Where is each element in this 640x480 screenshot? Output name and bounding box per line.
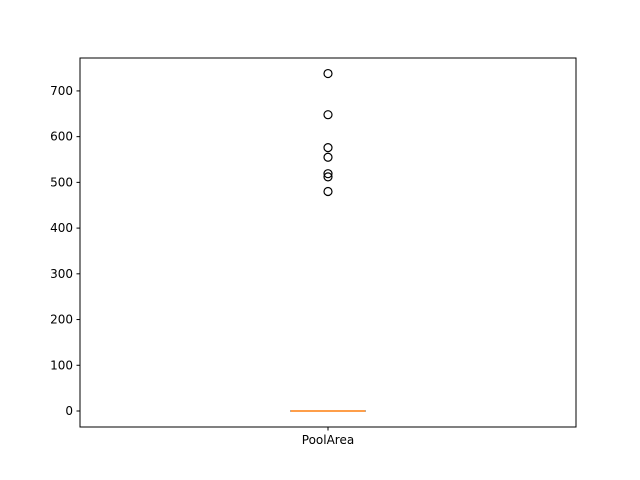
- y-tick-label: 700: [50, 84, 73, 98]
- outlier-point: [323, 110, 333, 120]
- outlier-point: [323, 143, 333, 153]
- y-tick-label: 600: [50, 130, 73, 144]
- outlier-point: [323, 172, 333, 182]
- outliers: [323, 68, 333, 197]
- y-tick-label: 400: [50, 221, 73, 235]
- y-tick-label: 100: [50, 358, 73, 372]
- y-axis: 0 100 200 300 400 500 600 700: [50, 84, 80, 418]
- y-tick-label: 300: [50, 267, 73, 281]
- outlier-point: [323, 169, 333, 179]
- y-tick-label: 200: [50, 313, 73, 327]
- outlier-point: [323, 186, 333, 197]
- outlier-point: [323, 152, 333, 162]
- y-tick-label: 500: [50, 175, 73, 189]
- outlier-point: [323, 68, 333, 79]
- plot-frame: [79, 57, 577, 428]
- x-tick-label: PoolArea: [302, 433, 354, 447]
- y-tick-label: 0: [65, 404, 73, 418]
- x-axis: PoolArea: [302, 427, 354, 447]
